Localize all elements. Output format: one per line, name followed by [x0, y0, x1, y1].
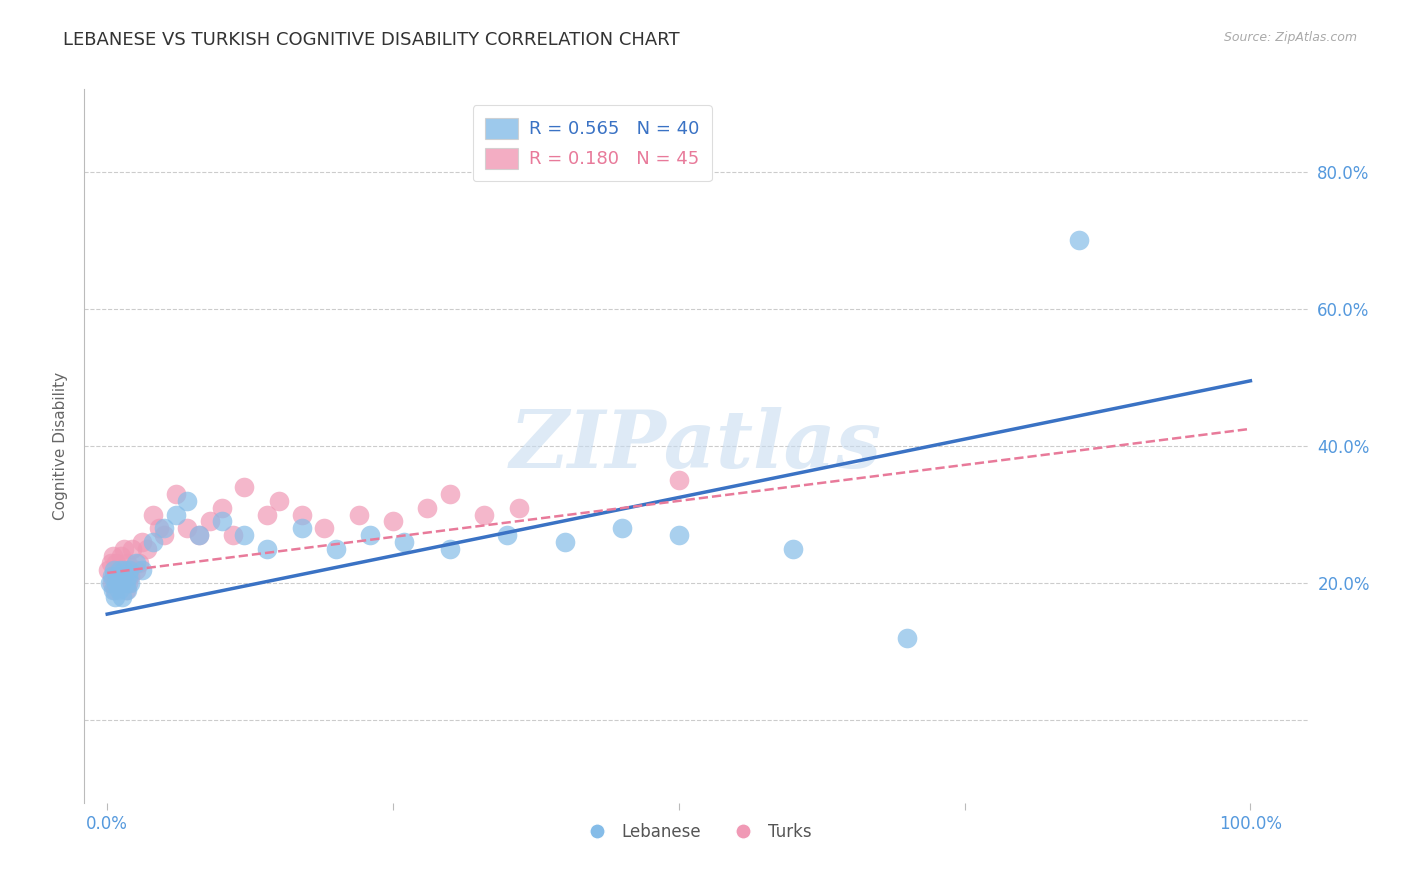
Point — [165, 487, 187, 501]
Point — [114, 583, 136, 598]
Point — [125, 562, 148, 576]
Point — [394, 535, 416, 549]
Point — [107, 576, 129, 591]
Point — [110, 549, 132, 563]
Point — [120, 576, 142, 591]
Text: Source: ZipAtlas.com: Source: ZipAtlas.com — [1223, 31, 1357, 45]
Point — [153, 528, 176, 542]
Point — [111, 576, 134, 591]
Point — [97, 562, 120, 576]
Point — [148, 521, 170, 535]
Point — [496, 528, 519, 542]
Point — [314, 521, 336, 535]
Point — [118, 562, 141, 576]
Point — [325, 541, 347, 556]
Point — [107, 569, 129, 583]
Point — [105, 556, 128, 570]
Point — [118, 562, 141, 576]
Point — [115, 556, 138, 570]
Point — [176, 494, 198, 508]
Point — [131, 562, 153, 576]
Point — [103, 562, 125, 576]
Point — [111, 590, 134, 604]
Legend: Lebanese, Turks: Lebanese, Turks — [574, 817, 818, 848]
Point — [896, 631, 918, 645]
Point — [198, 515, 221, 529]
Point — [110, 576, 132, 591]
Point — [347, 508, 370, 522]
Point — [153, 521, 176, 535]
Point — [256, 508, 278, 522]
Point — [136, 541, 159, 556]
Point — [782, 541, 804, 556]
Point — [100, 556, 122, 570]
Point — [187, 528, 209, 542]
Point — [165, 508, 187, 522]
Point — [416, 500, 439, 515]
Point — [131, 535, 153, 549]
Point — [267, 494, 290, 508]
Y-axis label: Cognitive Disability: Cognitive Disability — [53, 372, 69, 520]
Point — [256, 541, 278, 556]
Point — [176, 521, 198, 535]
Point — [125, 556, 148, 570]
Point — [104, 583, 127, 598]
Point — [233, 528, 256, 542]
Point — [508, 500, 530, 515]
Point — [112, 562, 135, 576]
Point — [101, 569, 124, 583]
Point — [439, 487, 461, 501]
Point — [128, 556, 150, 570]
Point — [98, 576, 121, 591]
Point — [108, 562, 131, 576]
Point — [114, 576, 136, 591]
Point — [120, 569, 142, 583]
Point — [115, 583, 138, 598]
Point — [233, 480, 256, 494]
Point — [112, 562, 135, 576]
Point — [117, 569, 139, 583]
Point — [117, 576, 139, 591]
Point — [359, 528, 381, 542]
Point — [105, 576, 128, 591]
Point — [610, 521, 633, 535]
Point — [668, 528, 690, 542]
Point — [108, 569, 131, 583]
Point — [553, 535, 575, 549]
Point — [121, 541, 143, 556]
Point — [187, 528, 209, 542]
Point — [474, 508, 496, 522]
Point — [668, 473, 690, 487]
Point — [107, 562, 129, 576]
Point — [290, 521, 312, 535]
Point — [101, 549, 124, 563]
Point — [104, 590, 127, 604]
Point — [142, 508, 165, 522]
Point — [101, 583, 124, 598]
Text: ZIPatlas: ZIPatlas — [510, 408, 882, 484]
Point — [101, 576, 124, 591]
Point — [107, 583, 129, 598]
Point — [290, 508, 312, 522]
Point — [382, 515, 405, 529]
Point — [211, 515, 233, 529]
Point — [142, 535, 165, 549]
Point — [112, 541, 135, 556]
Point — [103, 569, 125, 583]
Point — [439, 541, 461, 556]
Point — [222, 528, 245, 542]
Point — [1067, 233, 1090, 247]
Text: LEBANESE VS TURKISH COGNITIVE DISABILITY CORRELATION CHART: LEBANESE VS TURKISH COGNITIVE DISABILITY… — [63, 31, 681, 49]
Point — [112, 569, 135, 583]
Point — [211, 500, 233, 515]
